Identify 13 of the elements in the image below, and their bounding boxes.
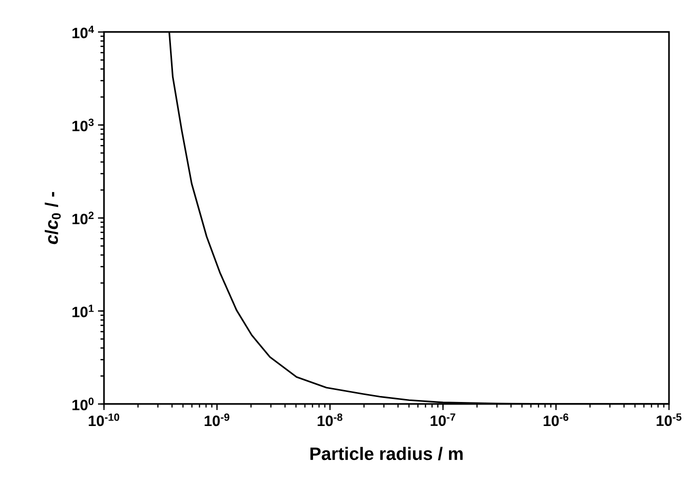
y-tick-label: 10$^{0}$ — [72, 398, 94, 410]
y-tick-label: 10$^{3}$ — [72, 118, 94, 132]
x-tick-label: 10$^{-6}$ — [544, 413, 568, 426]
y-axis-title: c/c$_{0}$ / - — [44, 192, 61, 244]
x-tick-label: 10$^{-5}$ — [656, 413, 682, 426]
x-tick-label: 10$^{-9}$ — [204, 413, 230, 426]
x-axis-title: Particle radius / m — [310, 446, 463, 460]
x-tick-label: 10$^{-7}$ — [430, 413, 456, 426]
y-tick-label: 10$^{1}$ — [72, 304, 94, 318]
y-tick-label: 10$^{2}$ — [72, 212, 94, 224]
x-tick-label: 10$^{-10}$ — [88, 413, 120, 426]
y-tick-label: 10$^{4}$ — [72, 26, 94, 38]
x-tick-label: 10$^{-8}$ — [318, 413, 342, 426]
